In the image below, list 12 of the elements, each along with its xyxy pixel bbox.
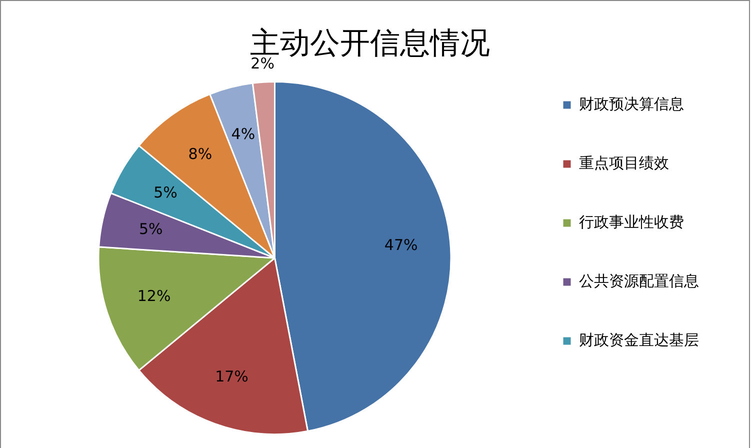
legend-label: 财政预决算信息: [579, 94, 684, 113]
data-label: 17%: [215, 367, 248, 386]
legend-label: 公共资源配置信息: [579, 272, 699, 290]
data-label: 4%: [231, 124, 256, 143]
legend-label: 行政事业性收费: [579, 212, 684, 231]
data-label: 47%: [384, 236, 418, 254]
legend-label: 重点项目绩效: [579, 154, 669, 172]
data-label: 5%: [139, 220, 163, 238]
data-label: 12%: [137, 287, 171, 306]
data-label: 8%: [188, 145, 212, 164]
legend-label: 财政资金直达基层: [579, 330, 699, 349]
data-label: 5%: [154, 183, 178, 202]
